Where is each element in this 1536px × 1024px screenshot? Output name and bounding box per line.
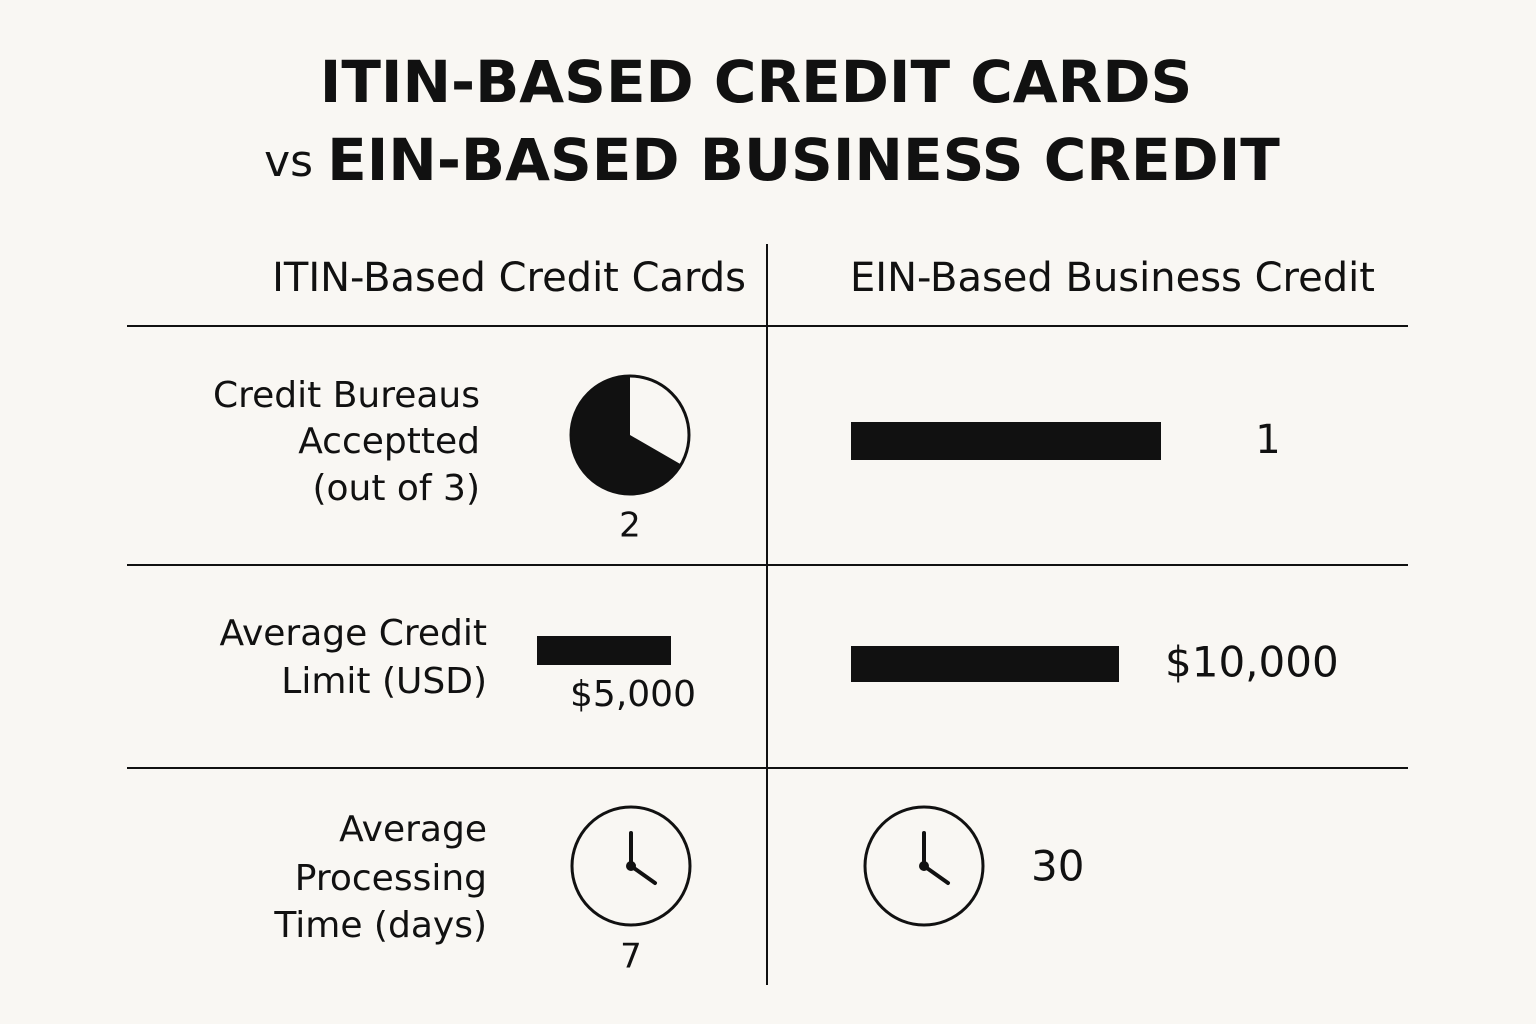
row-label: Credit Bureaus — [213, 375, 480, 416]
clock-center — [919, 861, 929, 871]
column-header: EIN-Based Business Credit — [850, 255, 1375, 301]
value-label: 2 — [619, 506, 641, 546]
title-line-2: vs EIN-BASED BUSINESS CREDIT — [264, 126, 1280, 194]
row-label: Average Credit — [219, 613, 487, 654]
value-label: 1 — [1255, 417, 1280, 463]
row-label: Average — [339, 809, 487, 850]
bar — [851, 646, 1119, 682]
row-label: Processing — [295, 858, 487, 899]
row-label: Time (days) — [273, 905, 487, 946]
row-label-part: Time (days) — [273, 905, 487, 946]
row-label-part: 3 — [443, 468, 466, 509]
row-label-part: Credit Bureaus — [213, 375, 480, 416]
row-label: (out of 3) — [312, 468, 480, 509]
row-label-part: ) — [466, 468, 480, 509]
value-label: $5,000 — [570, 674, 696, 715]
row-label: Limit (USD) — [281, 661, 487, 702]
value-label: 30 — [1031, 842, 1084, 891]
row-label: Acceptted — [298, 421, 480, 462]
clock-center — [626, 861, 636, 871]
row-label-part: (out of — [312, 468, 443, 509]
row-label-part: Acceptted — [298, 421, 480, 462]
title-line-1: ITIN-BASED CREDIT CARDS — [320, 48, 1193, 116]
clock-icon — [570, 805, 692, 927]
clock-icon — [863, 805, 985, 927]
value-label: 7 — [620, 937, 642, 977]
column-header: ITIN-Based Credit Cards — [272, 255, 746, 301]
bar — [851, 422, 1161, 460]
row-label-part: Average Credit — [219, 613, 487, 654]
row-label-part: Processing — [295, 858, 487, 899]
value-label: $10,000 — [1165, 638, 1339, 687]
title-line-2-text: EIN-BASED BUSINESS CREDIT — [327, 126, 1280, 194]
bar — [537, 636, 671, 665]
row-label-part: Limit (USD) — [281, 661, 487, 702]
title-vs: vs — [264, 136, 313, 187]
row-label-part: Average — [339, 809, 487, 850]
pie-slice — [571, 376, 682, 494]
